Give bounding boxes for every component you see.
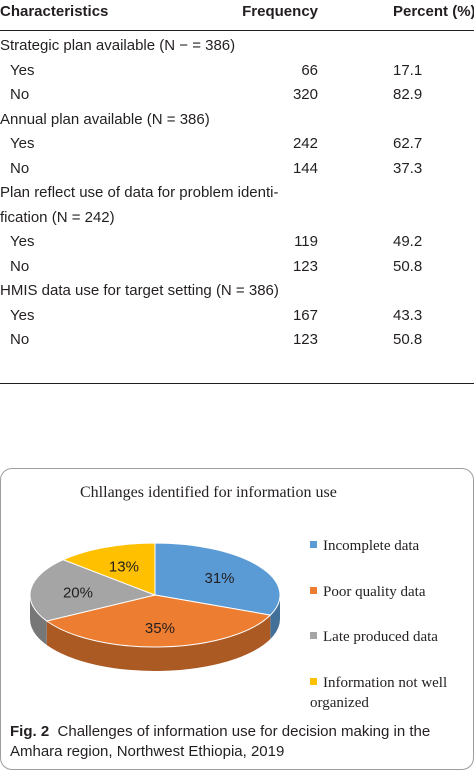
caption-label: Fig. 2 xyxy=(10,723,50,740)
pie-data-label: 35% xyxy=(145,620,175,637)
row-label: No xyxy=(10,159,30,177)
legend-item: Poor quality data xyxy=(310,582,470,602)
table-bottom-rule xyxy=(0,383,474,384)
table-row: Plan reflect use of data for problem ide… xyxy=(0,182,474,206)
table-row: Yes 242 62.7 xyxy=(0,133,474,157)
table-header: Characteristics Frequency Percent (%) xyxy=(0,0,474,31)
pie-slice-side xyxy=(46,615,271,671)
row-label: Yes xyxy=(10,306,35,324)
row-percent: 17.1 xyxy=(393,61,423,79)
header-frequency: Frequency xyxy=(242,3,318,20)
row-frequency: 144 xyxy=(292,159,318,177)
row-percent: 37.3 xyxy=(393,159,423,177)
legend-label: Incomplete data xyxy=(323,538,420,554)
legend-swatch xyxy=(310,632,317,639)
caption-text: Challenges of information use for decisi… xyxy=(10,723,431,760)
row-label: No xyxy=(10,331,30,348)
pie-chart: 31% 35% 20% 13% xyxy=(29,542,281,671)
legend-item: Late produced data xyxy=(310,627,470,647)
header-characteristics: Characteristics xyxy=(0,3,109,20)
table-row: fication (N = 242) xyxy=(0,207,474,231)
table-row: Strategic plan available (N − = 386) xyxy=(0,35,474,59)
table-row: Yes 119 49.2 xyxy=(0,231,474,255)
row-label: Yes xyxy=(10,61,35,79)
legend-item: Incomplete data xyxy=(310,536,470,556)
table-row: No 123 50.8 xyxy=(0,329,474,353)
figure-caption: Fig. 2 Challenges of information use for… xyxy=(10,722,470,762)
table-row: Yes 66 17.1 xyxy=(0,60,474,84)
row-label: Yes xyxy=(10,135,35,152)
pie-data-label: 31% xyxy=(205,570,235,587)
row-frequency: 167 xyxy=(292,306,318,324)
row-label: Yes xyxy=(10,233,35,250)
header-percent: Percent (%) xyxy=(393,3,474,20)
pie-slice-side xyxy=(30,595,47,645)
legend-swatch xyxy=(310,541,317,548)
pie-slice xyxy=(29,559,157,622)
table-row: No 320 82.9 xyxy=(0,84,474,108)
table-row: Yes 167 43.3 xyxy=(0,305,474,329)
legend-swatch xyxy=(310,678,317,685)
table-row: Annual plan available (N = 386) xyxy=(0,109,474,133)
chart-title: Chllanges identified for information use xyxy=(80,484,337,501)
row-frequency: 123 xyxy=(292,257,318,275)
row-percent: 49.2 xyxy=(393,233,423,250)
pie-slice xyxy=(154,542,281,616)
row-label: fication (N = 242) xyxy=(0,208,115,226)
row-frequency: 119 xyxy=(294,233,318,250)
row-label: Strategic plan available (N − = 386) xyxy=(0,37,236,54)
row-frequency: 66 xyxy=(301,61,318,79)
legend-item: Information not well organized xyxy=(310,673,470,713)
pie-data-label: 20% xyxy=(63,584,93,601)
table-row: HMIS data use for target setting (N = 38… xyxy=(0,280,474,304)
row-percent: 82.9 xyxy=(393,86,423,103)
row-label: Annual plan available (N = 386) xyxy=(0,110,210,128)
legend-label: Information not well organized xyxy=(310,675,448,711)
legend-label: Poor quality data xyxy=(323,584,426,600)
row-percent: 50.8 xyxy=(393,331,423,348)
table-row: No 123 50.8 xyxy=(0,256,474,280)
row-frequency: 123 xyxy=(292,331,318,348)
row-percent: 50.8 xyxy=(393,257,423,275)
row-percent: 43.3 xyxy=(393,306,423,324)
row-label: Plan reflect use of data for problem ide… xyxy=(0,184,279,201)
row-frequency: 242 xyxy=(292,135,318,152)
legend-swatch xyxy=(310,587,317,594)
legend-label: Late produced data xyxy=(323,629,438,645)
row-label: No xyxy=(10,86,30,103)
pie-data-label: 13% xyxy=(109,558,139,575)
row-label: HMIS data use for target setting (N = 38… xyxy=(0,282,279,299)
row-percent: 62.7 xyxy=(393,135,423,152)
row-label: No xyxy=(10,257,30,275)
table-row: No 144 37.3 xyxy=(0,158,474,182)
pie-slice xyxy=(61,542,156,596)
row-frequency: 320 xyxy=(292,86,318,103)
